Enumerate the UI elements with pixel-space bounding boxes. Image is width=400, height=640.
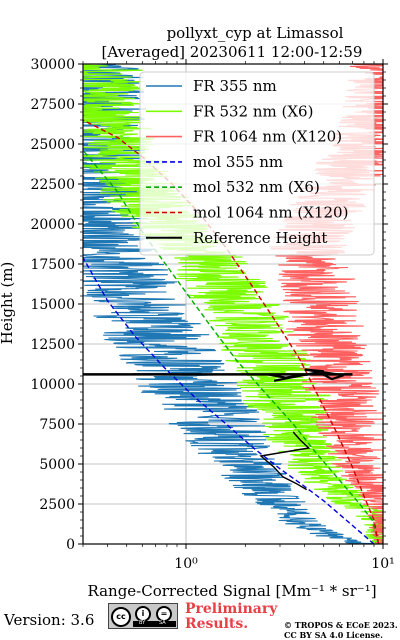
series-line [83, 257, 375, 544]
cc-strip: BY SA [133, 620, 176, 627]
preliminary-line-2: Results. [185, 616, 249, 632]
preliminary-line-1: Preliminary [185, 601, 278, 617]
y-tick-label: 10000 [30, 377, 75, 393]
y-tick-label: 5000 [39, 457, 75, 473]
y-tick-label: 27500 [30, 97, 75, 113]
y-tick-label: 7500 [39, 417, 75, 433]
chart-title-line-1: pollyxt_cyp at Limassol [167, 24, 344, 42]
y-tick-label: 25000 [30, 137, 75, 153]
legend-label: FR 532 nm (X6) [193, 102, 313, 120]
y-tick-label: 30000 [30, 57, 75, 73]
y-tick-label: 0 [66, 537, 75, 553]
preliminary-results-notice: Preliminary Results. [185, 602, 277, 632]
version-label: Version: 3.6 [4, 611, 95, 629]
copyright-line-2: CC BY SA 4.0 License. [284, 630, 383, 640]
cc-license-logo: cc i = BY SA [108, 603, 178, 629]
x-tick-label: 10¹ [371, 556, 394, 572]
chart-title-line-2: [Averaged] 20230611 12:00-12:59 [102, 43, 363, 61]
y-axis-label: Height (m) [0, 262, 16, 345]
legend-label: mol 355 nm [193, 153, 283, 171]
y-tick-label: 2500 [39, 497, 75, 513]
legend-label: mol 1064 nm (X120) [193, 204, 348, 222]
x-axis-label: Range-Corrected Signal [Mm⁻¹ * sr⁻¹] [87, 582, 376, 600]
cc-sa-label: SA [159, 620, 166, 626]
y-tick-label: 20000 [30, 217, 75, 233]
cc-icon: cc [111, 607, 131, 627]
y-tick-label: 17500 [30, 257, 75, 273]
y-tick-label: 15000 [30, 297, 75, 313]
copyright-notice: © TROPOS & ECoE 2023. CC BY SA 4.0 Licen… [284, 620, 398, 640]
series-line [259, 431, 311, 491]
legend-label: FR 355 nm [193, 77, 277, 95]
legend-label: FR 1064 nm (X120) [193, 128, 342, 146]
series-line [267, 368, 344, 382]
legend-box [139, 71, 375, 256]
legend-label: mol 532 nm (X6) [193, 178, 320, 196]
x-tick-label: 10⁰ [174, 556, 198, 572]
y-tick-label: 22500 [30, 177, 75, 193]
series-line [83, 119, 380, 544]
series-line [83, 64, 373, 544]
legend-label: Reference Height [193, 229, 327, 247]
cc-by-label: BY [139, 620, 146, 626]
y-tick-label: 12500 [30, 337, 75, 353]
copyright-line-1: © TROPOS & ECoE 2023. [284, 620, 398, 630]
legend: FR 355 nm FR 532 nm (X6) FR 1064 nm (X120)… [139, 71, 375, 256]
